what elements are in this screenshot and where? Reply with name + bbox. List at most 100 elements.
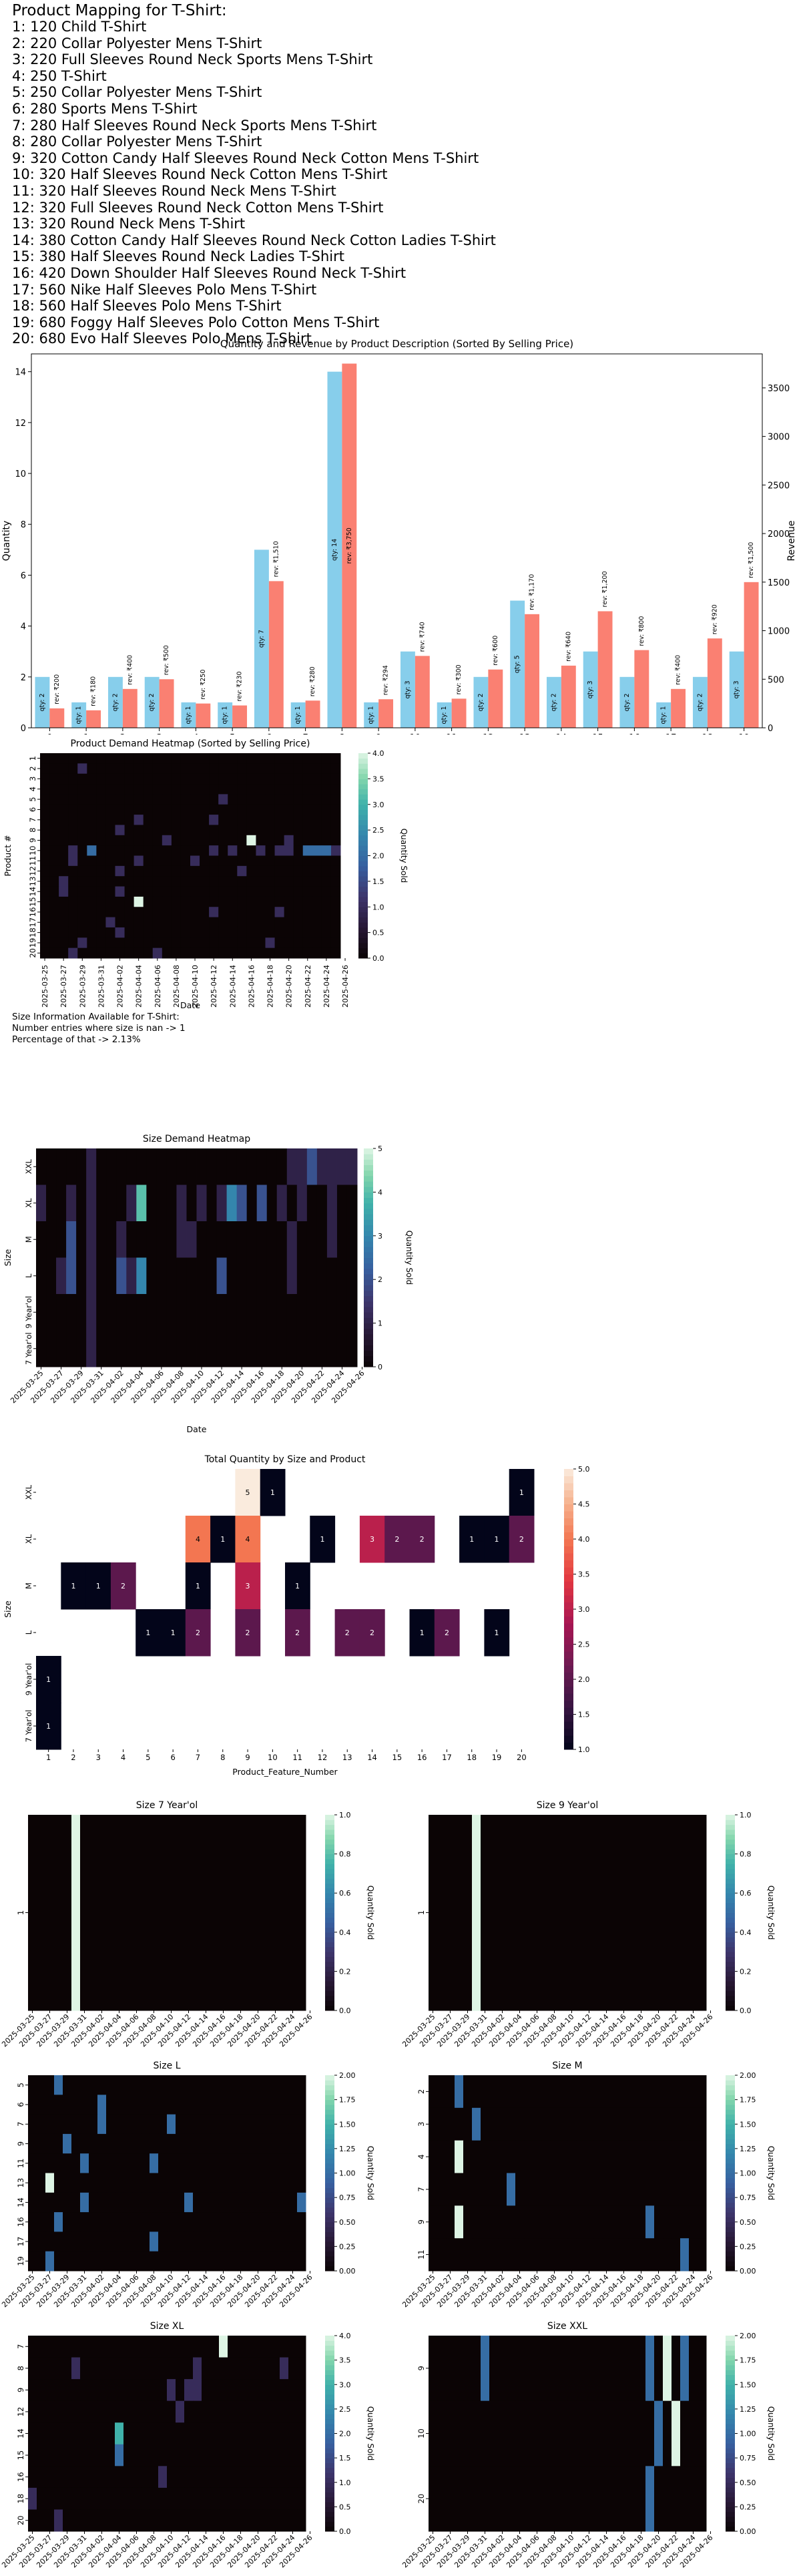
heatmap-cell (262, 2095, 272, 2115)
heatmap-cell (254, 2251, 263, 2272)
heatmap-cell (209, 815, 219, 825)
heatmap-cell (210, 2357, 220, 2380)
heatmap-cell (123, 1815, 133, 2011)
heatmap-cell (288, 2251, 298, 2272)
y-tick-label: 7 Year'ol (24, 1332, 33, 1365)
heatmap-cell (115, 2075, 124, 2095)
heatmap-cell (654, 2107, 663, 2141)
colorbar-tick-label: 3 (378, 1232, 382, 1241)
heatmap-cell (89, 1815, 98, 2011)
colorbar-segment (325, 1956, 334, 1962)
colorbar-segment (325, 2379, 334, 2385)
heatmap-cell (190, 773, 200, 785)
heatmap-cell (288, 2400, 298, 2423)
mapping-item: 12: 320 Full Sleeves Round Neck Cotton M… (12, 199, 384, 216)
heatmap-cell (167, 2153, 176, 2173)
heatmap-cell (288, 2192, 298, 2213)
colorbar-segment (564, 1651, 573, 1659)
heatmap-cell (28, 2400, 37, 2423)
colorbar-segment (726, 2473, 735, 2478)
heatmap-cell (77, 896, 87, 907)
heatmap-cell (284, 917, 294, 928)
colorbar-segment (325, 1864, 334, 1870)
heatmap-cell (176, 1148, 187, 1185)
heatmap-cell (141, 2212, 150, 2232)
revenue-data-label: rev: ₹400 (126, 655, 134, 685)
heatmap-cell (45, 2466, 55, 2489)
heatmap-cell (162, 845, 172, 856)
heatmap-cell (193, 2133, 202, 2154)
y-right-tick-label: 500 (768, 675, 784, 685)
heatmap-cell (216, 1294, 228, 1331)
heatmap-cell (89, 2422, 98, 2445)
heatmap-cell (116, 1221, 127, 1258)
heatmap-cell (200, 763, 210, 775)
heatmap-cell (209, 865, 219, 877)
colorbar-segment (325, 2448, 334, 2454)
heatmap-cell (105, 794, 115, 805)
colorbar-segment (358, 896, 368, 903)
heatmap-cell (236, 2173, 246, 2193)
colorbar-segment (726, 2080, 735, 2086)
heatmap-cell (302, 815, 313, 825)
revenue-bar (342, 363, 357, 728)
heatmap-cell (489, 2400, 499, 2466)
colorbar-segment (325, 1961, 334, 1967)
heatmap-cell (87, 947, 97, 959)
heatmap-cell (143, 896, 154, 907)
heatmap-cell (59, 835, 69, 846)
heatmap-cell (237, 763, 247, 775)
heatmap-cell (256, 886, 266, 897)
heatmap-cell (37, 2075, 46, 2095)
heatmap-cell (45, 2173, 55, 2193)
x-tick-label: 2025-04-12 (210, 965, 218, 1008)
heatmap-cell (40, 947, 50, 959)
colorbar-tick-label: 1.0 (372, 903, 384, 911)
heatmap-cell (446, 2173, 455, 2206)
heatmap-cell (463, 1815, 473, 2011)
heatmap-cell (288, 2422, 298, 2445)
heatmap-cell (40, 804, 50, 815)
heatmap-cell (271, 2509, 280, 2532)
heatmap-cell (280, 1815, 289, 2011)
heatmap-cell (265, 753, 276, 764)
heatmap-cell (245, 2173, 254, 2193)
colorbar-segment (364, 1295, 373, 1302)
heatmap-cell (196, 1221, 208, 1258)
heatmap-cell (245, 2075, 254, 2095)
heatmap-cell (80, 2075, 89, 2095)
heatmap-cell (89, 2192, 98, 2213)
mapping-item: 19: 680 Foggy Half Sleeves Polo Cotton M… (12, 314, 380, 331)
heatmap-cell (186, 1257, 197, 1295)
revenue-bar (378, 699, 394, 728)
heatmap-cell (330, 794, 341, 805)
heatmap-cell (190, 896, 200, 907)
heatmap-cell (106, 1148, 117, 1185)
colorbar-tick-label: 4.5 (578, 1500, 590, 1509)
heatmap-cell (228, 2133, 237, 2154)
colorbar-segment (726, 1854, 735, 1860)
heatmap-cell (637, 2466, 646, 2532)
heatmap-cell (106, 2487, 115, 2510)
heatmap-cell (254, 2466, 263, 2489)
heatmap-cell (200, 804, 210, 815)
colorbar-segment (358, 911, 368, 918)
heatmap-cell (559, 2336, 568, 2402)
heatmap-cell (680, 2205, 690, 2239)
heatmap-cell (176, 2192, 185, 2213)
colorbar-label: Quantity Sold (405, 1231, 414, 1285)
heatmap-cell (190, 876, 200, 887)
heatmap-cell (265, 947, 276, 959)
heatmap-cell (97, 1815, 107, 2011)
heatmap-cell (171, 804, 182, 815)
colorbar-segment (726, 2005, 735, 2011)
heatmap-cell (45, 2444, 55, 2466)
heatmap-cell (280, 2509, 289, 2532)
heatmap-cell (77, 927, 87, 938)
heatmap-cell (437, 2400, 447, 2466)
heatmap-cell (80, 2466, 89, 2489)
heatmap-cell (611, 2238, 620, 2272)
heatmap-cell (184, 2075, 194, 2095)
heatmap-cell (180, 927, 191, 938)
